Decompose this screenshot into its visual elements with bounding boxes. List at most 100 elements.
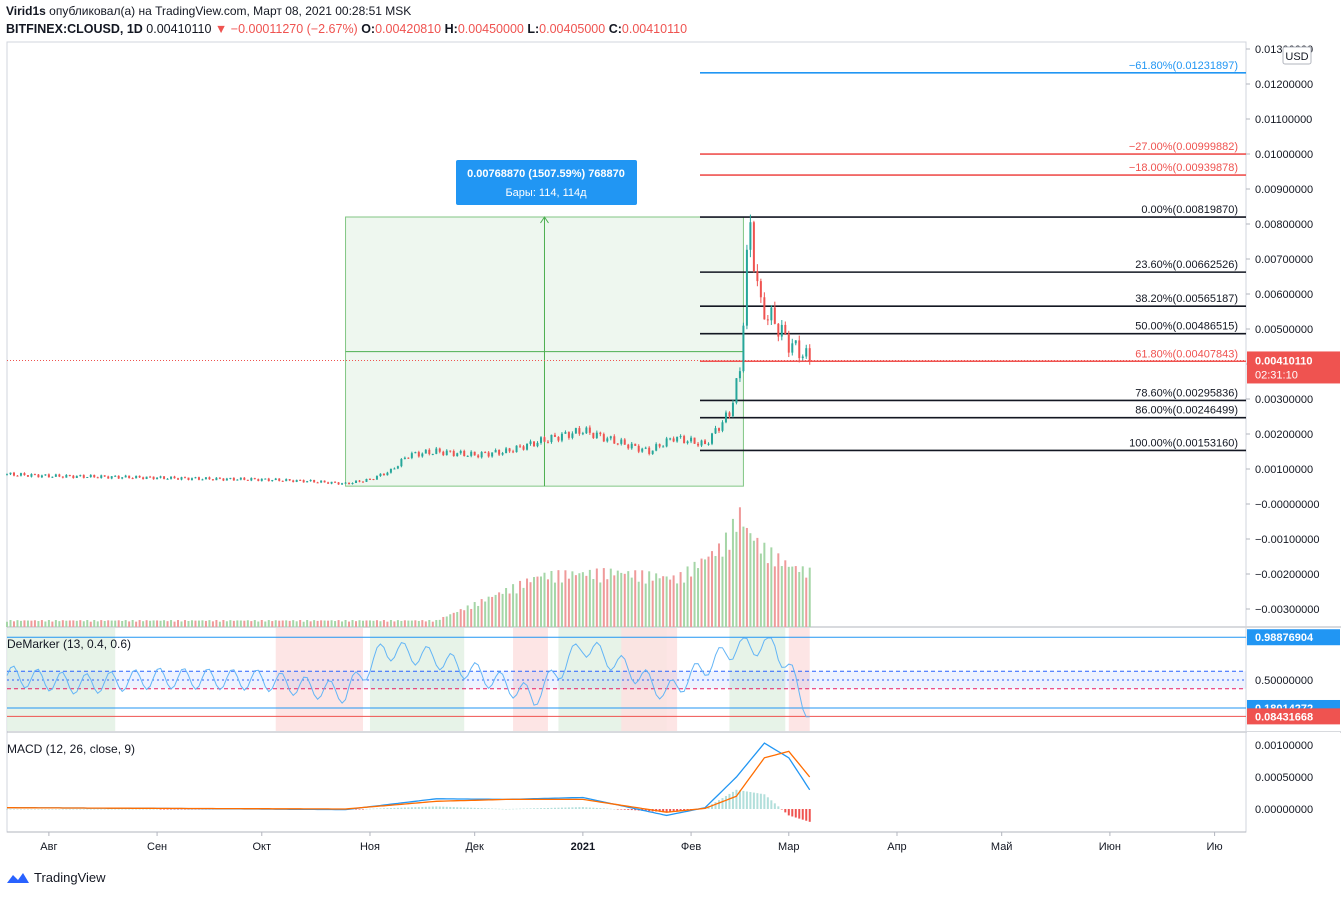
candle-body [592, 432, 595, 438]
demarker-line [6, 637, 810, 718]
volume-bar [382, 620, 385, 627]
macd-histogram-bar [711, 804, 714, 809]
candle-body [463, 450, 466, 457]
macd-histogram-bar [459, 807, 462, 809]
candle-body [690, 437, 693, 442]
macd-histogram-bar [766, 797, 769, 809]
candle-body [773, 307, 776, 324]
volume-bar [68, 620, 71, 627]
macd-histogram-bar [33, 809, 36, 810]
macd-histogram-bar [114, 809, 117, 810]
volume-bar [149, 620, 152, 627]
macd-histogram-bar [539, 808, 542, 809]
macd-histogram-bar [752, 792, 755, 809]
macd-histogram-bar [728, 793, 731, 809]
macd-histogram-bar [770, 800, 773, 809]
volume-bar [588, 569, 591, 627]
macd-histogram-bar [683, 809, 686, 811]
macd-histogram-bar [470, 807, 473, 809]
volume-bar [536, 576, 539, 627]
candle-body [257, 479, 260, 481]
macd-histogram-bar [138, 809, 141, 810]
candle-body [96, 477, 99, 479]
tradingview-footer[interactable]: TradingView [6, 870, 106, 885]
volume-bar [33, 620, 36, 627]
macd-histogram-bar [571, 807, 574, 809]
macd-histogram-bar [452, 807, 455, 809]
candle-body [655, 444, 658, 451]
macd-histogram-bar [805, 809, 808, 821]
volume-bar [749, 533, 752, 627]
macd-histogram-bar [124, 809, 127, 810]
candle-body [236, 479, 239, 481]
macd-histogram-bar [672, 809, 675, 812]
fib-level-label: 86.00%(0.00246499) [1135, 405, 1238, 417]
price-tick-label: 0.00100000 [1255, 464, 1313, 476]
volume-bar [756, 537, 759, 627]
macd-histogram-bar [149, 809, 152, 810]
candle-body [407, 457, 410, 459]
volume-bar [26, 620, 29, 627]
candle-body [672, 438, 675, 442]
candle-body [519, 445, 522, 447]
time-tick-label: Дек [465, 841, 484, 853]
volume-bar [368, 620, 371, 627]
candle-body [351, 482, 354, 485]
macd-histogram-bar [801, 809, 804, 820]
macd-histogram-bar [382, 808, 385, 809]
volume-bar [546, 579, 549, 627]
macd-histogram-bar [368, 808, 371, 810]
volume-bar [724, 532, 727, 627]
volume-bar [138, 620, 141, 627]
volume-bar [494, 594, 497, 627]
volume-bar [23, 620, 26, 627]
candle-body [777, 323, 780, 337]
volume-bar [267, 620, 270, 627]
candle-body [539, 437, 542, 443]
demarker-title: DeMarker (13, 0.4, 0.6) [7, 637, 132, 651]
last-price-countdown: 02:31:10 [1255, 369, 1298, 381]
macd-histogram-bar [442, 806, 445, 809]
macd-histogram-bar [508, 808, 511, 810]
macd-histogram-bar [550, 807, 553, 809]
volume-bar [47, 620, 50, 627]
candle-body [93, 474, 96, 478]
candle-body [6, 474, 8, 476]
macd-histogram-bar [581, 807, 584, 809]
volume-bar [564, 570, 567, 627]
volume-bar [51, 621, 54, 627]
candle-body [487, 452, 490, 457]
candle-body [9, 472, 12, 475]
candle-body [40, 475, 43, 478]
candle-body [271, 480, 274, 482]
macd-histogram-bar [93, 809, 96, 810]
volume-bar [620, 572, 623, 627]
candle-body [190, 478, 193, 480]
candle-body [428, 449, 431, 455]
volume-bar [714, 556, 717, 627]
macd-histogram-bar [445, 806, 448, 809]
price-tick-label: 0.00900000 [1255, 184, 1313, 196]
time-tick-label: Авг [40, 841, 57, 853]
candle-body [686, 441, 689, 444]
candle-body [595, 432, 598, 438]
volume-bar [131, 620, 134, 627]
macd-histogram-bar [780, 809, 783, 810]
volume-bar [644, 583, 647, 627]
candle-body [609, 436, 612, 439]
author-name[interactable]: Virid1s [6, 4, 46, 18]
volume-bar [166, 621, 169, 627]
volume-bar [100, 620, 103, 627]
volume-bar [784, 560, 787, 627]
macd-histogram-bar [431, 806, 434, 809]
volume-bar [379, 621, 382, 627]
candle-body [264, 478, 267, 480]
macd-histogram-bar [72, 809, 75, 810]
macd-tick-label: 0.00100000 [1255, 740, 1313, 752]
macd-histogram-bar [602, 808, 605, 809]
candle-body [599, 432, 602, 435]
low-label: L: [527, 22, 540, 36]
volume-bar [145, 620, 148, 627]
last-price: 0.00410110 [146, 22, 212, 36]
